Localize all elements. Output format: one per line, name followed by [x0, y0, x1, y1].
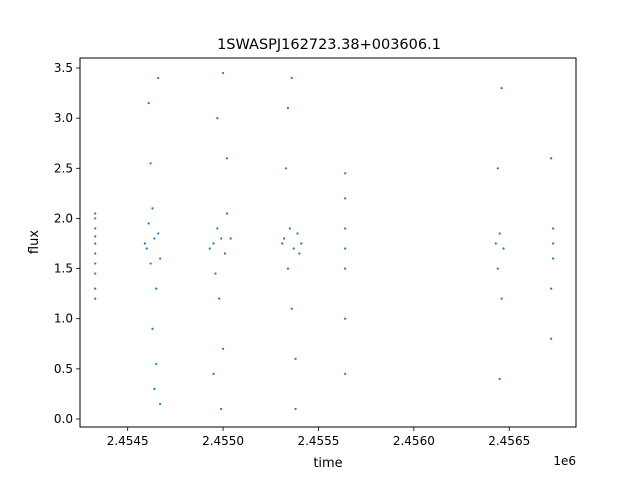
data-point [145, 247, 148, 250]
data-point [220, 407, 223, 411]
y-tick-label: 3.0 [54, 111, 73, 125]
x-axis-offset-label: 1e6 [553, 454, 576, 468]
data-point [496, 267, 499, 270]
data-point [147, 222, 150, 225]
data-point [229, 237, 232, 240]
data-point [149, 262, 152, 265]
data-point [221, 71, 225, 75]
x-axis: 2.4545 2.4550 2.4555 2.4560 2.4565 [107, 427, 530, 448]
data-point [208, 247, 211, 250]
data-point [344, 372, 347, 375]
data-point [496, 167, 499, 170]
x-tick-label: 2.4560 [393, 434, 435, 448]
data-point [283, 237, 286, 240]
data-point [216, 117, 219, 120]
data-point [296, 232, 299, 235]
data-point [286, 267, 290, 270]
data-point [225, 157, 228, 160]
data-point [159, 402, 162, 406]
data-point [143, 242, 146, 245]
y-tick-label: 2.5 [54, 161, 73, 175]
data-point [94, 297, 97, 300]
x-tick-label: 2.4555 [297, 434, 339, 448]
data-point [153, 237, 156, 240]
data-point [94, 227, 97, 230]
data-point [500, 297, 503, 300]
data-point [225, 212, 228, 215]
data-point [155, 287, 158, 290]
data-point [344, 227, 347, 230]
data-point [94, 212, 97, 215]
y-tick-label: 0.5 [54, 362, 73, 376]
data-point [344, 197, 347, 200]
data-point [218, 297, 221, 300]
y-tick-label: 2.0 [54, 211, 73, 225]
data-point [159, 257, 162, 260]
y-tick-label: 1.0 [54, 312, 73, 326]
data-point [216, 227, 219, 230]
data-point [284, 167, 288, 170]
data-point [344, 247, 347, 250]
data-point [290, 307, 293, 310]
data-point [94, 242, 97, 245]
y-axis: 0.0 0.5 1.0 1.5 2.0 2.5 3.0 3.5 [54, 61, 80, 426]
data-point [292, 247, 295, 250]
data-point [94, 235, 97, 238]
data-point [147, 102, 150, 105]
data-point [94, 287, 97, 290]
data-point [151, 207, 154, 210]
data-point [498, 377, 501, 380]
data-point [494, 242, 497, 245]
y-axis-label: flux [27, 230, 42, 254]
data-point [94, 252, 97, 255]
data-point [151, 327, 154, 330]
data-point [552, 242, 555, 245]
data-point [290, 76, 293, 80]
data-point [550, 157, 553, 160]
data-point [552, 257, 555, 260]
data-point [94, 262, 97, 265]
data-point [298, 252, 301, 255]
x-axis-label: time [313, 456, 342, 471]
y-tick-label: 3.5 [54, 61, 73, 75]
data-point [281, 242, 284, 245]
x-tick-label: 2.4565 [488, 434, 530, 448]
y-tick-label: 0.0 [54, 412, 73, 426]
data-point [220, 237, 223, 240]
y-tick-label: 1.5 [54, 262, 73, 276]
data-point [214, 272, 217, 275]
x-tick-label: 2.4545 [107, 434, 149, 448]
data-point [294, 357, 297, 360]
data-point [157, 232, 160, 235]
data-point [344, 267, 347, 270]
data-point [157, 76, 160, 80]
data-point [94, 272, 97, 275]
data-point [552, 227, 555, 230]
data-point [500, 86, 503, 90]
data-point [344, 317, 347, 320]
data-point [502, 247, 505, 250]
data-point [300, 242, 303, 245]
data-points [94, 71, 555, 411]
data-point [288, 227, 291, 230]
plot-frame [79, 57, 577, 428]
data-point [155, 362, 158, 365]
data-point [149, 162, 152, 165]
data-point [94, 217, 97, 220]
data-point [223, 252, 227, 255]
data-point [212, 242, 215, 245]
x-tick-label: 2.4550 [202, 434, 244, 448]
data-point [153, 387, 156, 390]
data-point [550, 287, 553, 290]
data-point [286, 107, 290, 110]
data-point [221, 347, 225, 350]
data-point [550, 337, 553, 340]
data-point [212, 372, 215, 375]
data-point [294, 407, 297, 411]
data-point [344, 172, 347, 175]
chart-title: 1SWASPJ162723.38+003606.1 [217, 37, 441, 53]
data-point [498, 232, 501, 235]
